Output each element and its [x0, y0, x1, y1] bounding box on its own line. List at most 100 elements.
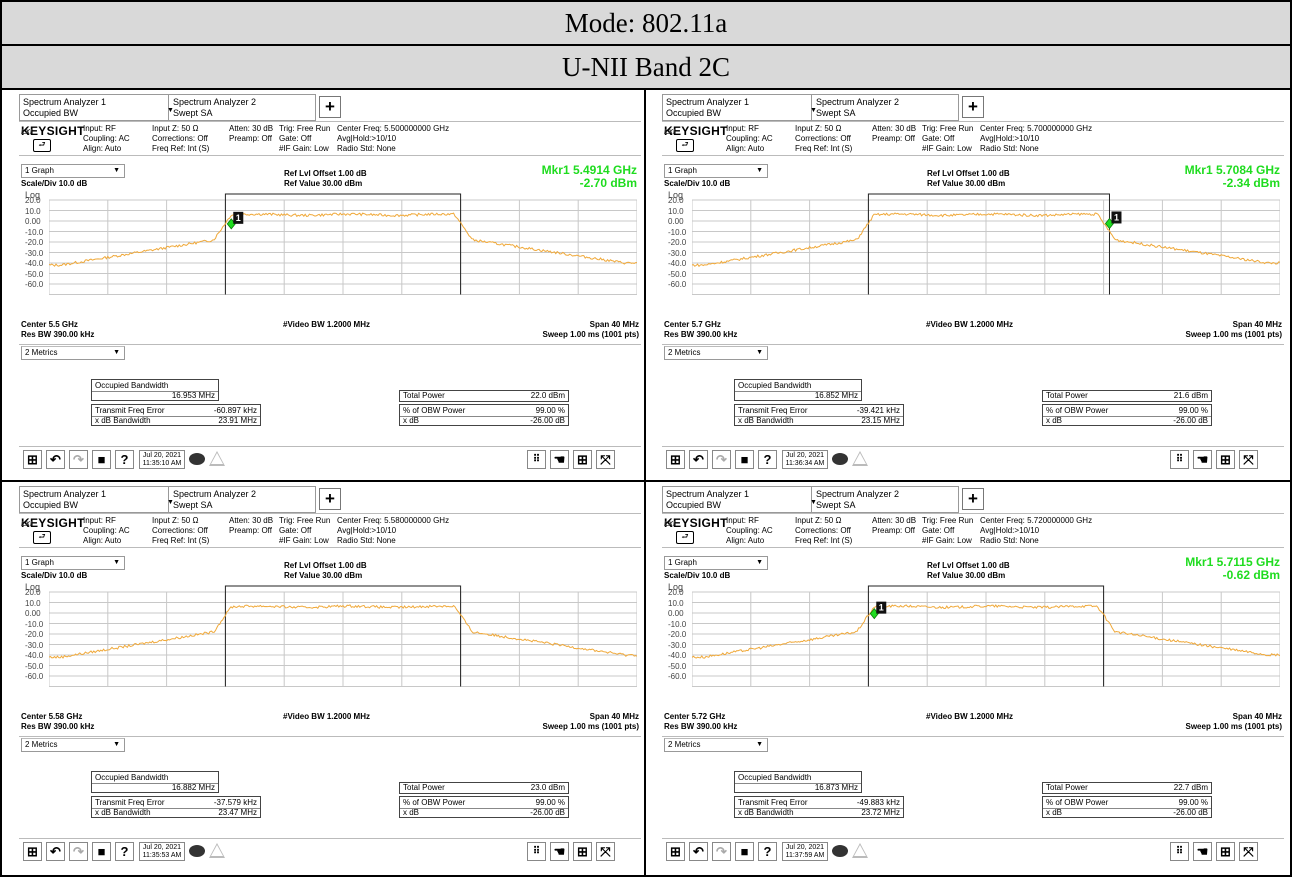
help-icon[interactable]: ? — [758, 450, 777, 469]
atten-settings[interactable]: Atten: 30 dB Preamp: Off — [229, 124, 273, 144]
graph-select[interactable]: 1 Graph ▼ — [664, 556, 768, 570]
fullscreen-icon[interactable]: ⤧ — [1239, 842, 1258, 861]
chat-icon[interactable] — [832, 845, 848, 857]
graph-select[interactable]: 1 Graph ▼ — [21, 164, 125, 178]
trigger-settings[interactable]: Trig: Free Run Gate: Off #IF Gain: Low — [922, 124, 973, 154]
folder-icon[interactable]: ■ — [735, 842, 754, 861]
spectrum-plot[interactable]: Log 20.0 10.0 0.00 -10.0 -20.0 -30.0 -40.0 -50.… — [662, 190, 1284, 320]
video-bandwidth: #Video BW 1.2000 MHz — [926, 712, 1013, 721]
atten-settings[interactable]: Atten: 30 dB Preamp: Off — [872, 124, 916, 144]
help-icon[interactable]: ? — [758, 842, 777, 861]
display-icon[interactable]: ⮐ — [676, 139, 694, 152]
windows-icon[interactable]: ⊞ — [23, 450, 42, 469]
trigger-settings[interactable]: Trig: Free Run Gate: Off #IF Gain: Low — [279, 124, 330, 154]
windows-icon[interactable]: ⊞ — [666, 450, 685, 469]
input-settings[interactable]: Input: RF Coupling: AC Align: Auto — [83, 516, 130, 546]
metrics-select[interactable]: 2 Metrics ▼ — [664, 346, 768, 360]
redo-icon[interactable]: ↷ — [712, 842, 731, 861]
input-settings[interactable]: Input: RF Coupling: AC Align: Auto — [726, 516, 773, 546]
help-icon[interactable]: ? — [115, 450, 134, 469]
frequency-settings[interactable]: Center Freq: 5.720000000 GHz Avg|Hold:>1… — [980, 516, 1092, 546]
folder-icon[interactable]: ■ — [92, 842, 111, 861]
touch-icon[interactable]: ☚ — [1193, 450, 1212, 469]
help-icon[interactable]: ? — [115, 842, 134, 861]
input-settings[interactable]: Input: RF Coupling: AC Align: Auto — [83, 124, 130, 154]
warning-icon[interactable] — [209, 843, 225, 858]
touch-icon[interactable]: ☚ — [550, 842, 569, 861]
chat-icon[interactable] — [189, 845, 205, 857]
frequency-settings[interactable]: Center Freq: 5.700000000 GHz Avg|Hold:>1… — [980, 124, 1092, 154]
redo-icon[interactable]: ↷ — [69, 450, 88, 469]
graph-select[interactable]: 1 Graph ▼ — [664, 164, 768, 178]
tab-spectrum-analyzer-1[interactable]: Spectrum Analyzer 1 Occupied BW — [662, 486, 812, 513]
redo-icon[interactable]: ↷ — [712, 450, 731, 469]
trigger-settings[interactable]: Trig: Free Run Gate: Off #IF Gain: Low — [279, 516, 330, 546]
touch-icon[interactable]: ☚ — [550, 450, 569, 469]
spectrum-trace-area[interactable] — [49, 584, 637, 708]
touch-icon[interactable]: ☚ — [1193, 842, 1212, 861]
metrics-select[interactable]: 2 Metrics ▼ — [21, 346, 125, 360]
keypad-icon[interactable]: ⠿ — [527, 450, 546, 469]
metrics-select[interactable]: 2 Metrics ▼ — [21, 738, 125, 752]
layout-icon[interactable]: ⊞ — [573, 450, 592, 469]
spectrum-plot[interactable]: Log 20.0 10.0 0.00 -10.0 -20.0 -30.0 -40.0 -50.… — [19, 190, 641, 320]
windows-icon[interactable]: ⊞ — [666, 842, 685, 861]
atten-settings[interactable]: Atten: 30 dB Preamp: Off — [872, 516, 916, 536]
spectrum-trace — [692, 212, 1280, 268]
display-icon[interactable]: ⮐ — [33, 139, 51, 152]
display-icon[interactable]: ⮐ — [676, 531, 694, 544]
fullscreen-icon[interactable]: ⤧ — [596, 450, 615, 469]
frequency-settings[interactable]: Center Freq: 5.580000000 GHz Avg|Hold:>1… — [337, 516, 449, 546]
tab-spectrum-analyzer-1[interactable]: Spectrum Analyzer 1 Occupied BW — [19, 486, 169, 513]
graph-select[interactable]: 1 Graph ▼ — [21, 556, 125, 570]
atten-settings[interactable]: Atten: 30 dB Preamp: Off — [229, 516, 273, 536]
add-screen-button[interactable]: + — [319, 96, 341, 118]
frequency-settings[interactable]: Center Freq: 5.500000000 GHz Avg|Hold:>1… — [337, 124, 449, 154]
undo-icon[interactable]: ↶ — [46, 842, 65, 861]
spectrum-plot[interactable]: Log 20.0 10.0 0.00 -10.0 -20.0 -30.0 -40.0 -50.… — [19, 582, 641, 712]
add-screen-button[interactable]: + — [962, 488, 984, 510]
fullscreen-icon[interactable]: ⤧ — [1239, 450, 1258, 469]
tab-spectrum-analyzer-1[interactable]: Spectrum Analyzer 1 Occupied BW — [662, 94, 812, 121]
tab-title: Spectrum Analyzer 2 — [173, 97, 257, 107]
tab-spectrum-analyzer-2[interactable]: ▼ Spectrum Analyzer 2 Swept SA — [167, 486, 316, 513]
input-z-settings[interactable]: Input Z: 50 Ω Corrections: Off Freq Ref:… — [152, 124, 209, 154]
input-settings[interactable]: Input: RF Coupling: AC Align: Auto — [726, 124, 773, 154]
folder-icon[interactable]: ■ — [92, 450, 111, 469]
redo-icon[interactable]: ↷ — [69, 842, 88, 861]
undo-icon[interactable]: ↶ — [689, 842, 708, 861]
keypad-icon[interactable]: ⠿ — [527, 842, 546, 861]
warning-icon[interactable] — [852, 451, 868, 466]
chat-icon[interactable] — [189, 453, 205, 465]
layout-icon[interactable]: ⊞ — [573, 842, 592, 861]
chat-icon[interactable] — [832, 453, 848, 465]
tab-spectrum-analyzer-2[interactable]: ▼ Spectrum Analyzer 2 Swept SA — [810, 94, 959, 121]
input-z-settings[interactable]: Input Z: 50 Ω Corrections: Off Freq Ref:… — [152, 516, 209, 546]
layout-icon[interactable]: ⊞ — [1216, 842, 1235, 861]
keypad-icon[interactable]: ⠿ — [1170, 842, 1189, 861]
windows-icon[interactable]: ⊞ — [23, 842, 42, 861]
keypad-icon[interactable]: ⠿ — [1170, 450, 1189, 469]
folder-icon[interactable]: ■ — [735, 450, 754, 469]
undo-icon[interactable]: ↶ — [689, 450, 708, 469]
spectrum-plot[interactable]: Log 20.0 10.0 0.00 -10.0 -20.0 -30.0 -40.0 -50.… — [662, 582, 1284, 712]
warning-icon[interactable] — [209, 451, 225, 466]
layout-icon[interactable]: ⊞ — [1216, 450, 1235, 469]
add-screen-button[interactable]: + — [319, 488, 341, 510]
add-screen-button[interactable]: + — [962, 96, 984, 118]
undo-icon[interactable]: ↶ — [46, 450, 65, 469]
warning-icon[interactable] — [852, 843, 868, 858]
fullscreen-icon[interactable]: ⤧ — [596, 842, 615, 861]
input-z-settings[interactable]: Input Z: 50 Ω Corrections: Off Freq Ref:… — [795, 516, 852, 546]
corrections-value: Corrections: Off — [795, 526, 851, 535]
tab-spectrum-analyzer-1[interactable]: Spectrum Analyzer 1 Occupied BW — [19, 94, 169, 121]
input-z-settings[interactable]: Input Z: 50 Ω Corrections: Off Freq Ref:… — [795, 124, 852, 154]
metrics-select[interactable]: 2 Metrics ▼ — [664, 738, 768, 752]
spectrum-trace-area[interactable]: 1 — [692, 192, 1280, 316]
spectrum-trace-area[interactable]: 1 — [692, 584, 1280, 708]
tab-spectrum-analyzer-2[interactable]: ▼ Spectrum Analyzer 2 Swept SA — [167, 94, 316, 121]
display-icon[interactable]: ⮐ — [33, 531, 51, 544]
spectrum-trace-area[interactable]: 1 — [49, 192, 637, 316]
trigger-settings[interactable]: Trig: Free Run Gate: Off #IF Gain: Low — [922, 516, 973, 546]
tab-spectrum-analyzer-2[interactable]: ▼ Spectrum Analyzer 2 Swept SA — [810, 486, 959, 513]
